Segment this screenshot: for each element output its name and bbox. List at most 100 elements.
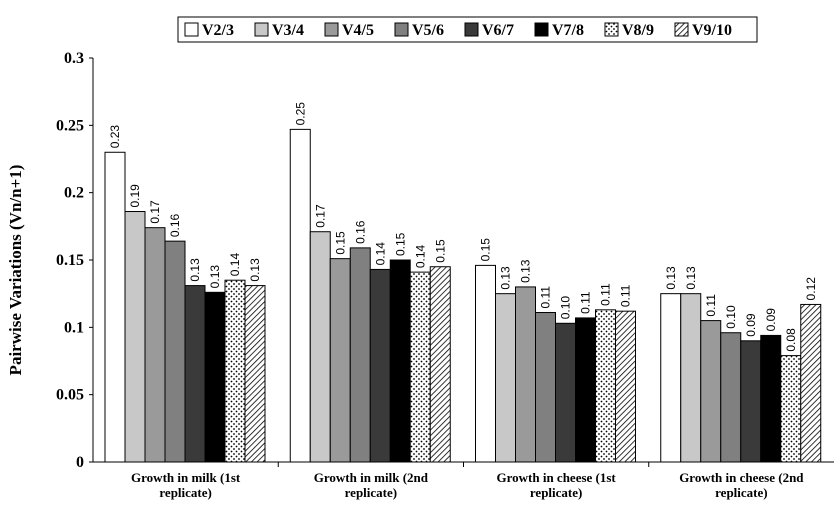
- legend-swatch: [534, 22, 549, 37]
- legend-label: V8/9: [622, 22, 654, 39]
- data-label: 0.13: [208, 265, 222, 289]
- x-tick-label: replicate): [159, 485, 211, 500]
- bar-V2-3-4: [660, 293, 682, 463]
- data-label: 0.15: [433, 239, 447, 263]
- data-label: 0.13: [519, 259, 533, 283]
- legend-label: V5/6: [412, 22, 444, 39]
- bar-V8-9-2: [409, 271, 431, 463]
- data-label: 0.11: [619, 284, 633, 307]
- data-label: 0.15: [333, 231, 347, 255]
- bar-V4-5-4: [700, 320, 722, 463]
- data-label: 0.25: [293, 102, 307, 126]
- bar-V7-8-3: [575, 317, 596, 463]
- bar-V6-7-4: [740, 340, 762, 463]
- bar-V4-5-1: [144, 227, 166, 463]
- data-label: 0.15: [393, 232, 407, 256]
- data-label: 0.09: [744, 313, 758, 337]
- legend-label: V6/7: [482, 22, 514, 39]
- data-label: 0.08: [784, 328, 798, 352]
- data-label: 0.10: [559, 296, 573, 320]
- y-tick-label: 0.3: [64, 50, 84, 67]
- data-label: 0.11: [539, 286, 553, 309]
- bar-V6-7-2: [369, 268, 391, 463]
- bar-V6-7-1: [184, 285, 206, 463]
- legend-swatch: [674, 22, 689, 37]
- bar-V7-8-1: [204, 291, 226, 463]
- legend-swatch: [254, 22, 269, 37]
- bar-V3-4-2: [309, 231, 331, 463]
- bar-V9-10-4: [800, 303, 822, 463]
- bar-V5-6-4: [720, 332, 742, 463]
- x-tick-label: replicate): [715, 485, 767, 500]
- data-label: 0.14: [413, 244, 427, 268]
- bar-V5-6-3: [535, 312, 556, 463]
- bars-group: 0.23 0.19 0.17 0.16 0.13 0.13 0.14 0.13 0.25 0.17…: [104, 102, 822, 463]
- data-label: 0.17: [148, 200, 162, 224]
- y-axis: 0 0.05 0.1 0.15 0.2 0.25 0.3: [56, 50, 94, 471]
- data-label: 0.11: [579, 291, 593, 314]
- data-label: 0.15: [479, 238, 493, 262]
- y-tick-label: 0.2: [64, 185, 84, 202]
- bar-V9-10-3: [615, 310, 636, 463]
- data-label: 0.13: [499, 266, 513, 290]
- y-tick-label: 0.05: [56, 387, 84, 404]
- y-axis-label: Pairwise Variations (Vn/n+1): [6, 165, 25, 376]
- legend-swatch: [394, 22, 409, 37]
- data-label: 0.16: [168, 213, 182, 237]
- y-tick-label: 0.1: [64, 319, 84, 336]
- x-tick-label: replicate): [530, 485, 582, 500]
- data-label: 0.13: [684, 266, 698, 290]
- legend-label: V7/8: [552, 22, 584, 39]
- bar-V8-9-4: [780, 355, 802, 463]
- bar-V2-3-1: [104, 151, 126, 463]
- legend-label: V4/5: [342, 22, 374, 39]
- bar-V8-9-3: [595, 309, 616, 463]
- legend: V2/3 V3/4 V4/5 V5/6 V6/7 V7/8 V8/9 V9/10: [177, 16, 758, 43]
- data-label: 0.11: [704, 294, 718, 317]
- y-tick-label: 0.25: [56, 117, 84, 134]
- data-label: 0.12: [804, 277, 818, 301]
- data-label: 0.17: [313, 204, 327, 228]
- bar-V3-4-3: [495, 293, 516, 463]
- data-label: 0.13: [248, 258, 262, 282]
- y-tick-label: 0.15: [56, 252, 84, 269]
- legend-swatch: [604, 22, 619, 37]
- bar-V5-6-2: [349, 247, 371, 463]
- x-tick-label: Growth in milk (2nd: [314, 470, 429, 485]
- x-tick-label: replicate): [345, 485, 397, 500]
- legend-swatch: [464, 22, 479, 37]
- bar-V8-9-1: [224, 279, 246, 463]
- legend-label: V2/3: [202, 22, 234, 39]
- bar-V4-5-2: [329, 258, 351, 463]
- bar-V7-8-4: [760, 334, 782, 463]
- bar-V5-6-1: [164, 240, 186, 463]
- data-label: 0.09: [764, 308, 778, 332]
- bar-V2-3-2: [289, 128, 311, 463]
- data-label: 0.14: [228, 253, 242, 277]
- bar-V6-7-3: [555, 322, 576, 463]
- bar-V3-4-1: [124, 211, 146, 463]
- x-tick-label: Growth in cheese (1st: [496, 470, 616, 485]
- bar-V3-4-4: [680, 293, 702, 463]
- data-label: 0.10: [724, 305, 738, 329]
- x-tick-label: Growth in cheese (2nd: [679, 470, 804, 485]
- data-label: 0.13: [188, 258, 202, 282]
- data-label: 0.11: [599, 283, 613, 306]
- legend-label: V3/4: [272, 22, 304, 39]
- data-label: 0.16: [353, 220, 367, 244]
- legend-swatch: [184, 22, 199, 37]
- data-label: 0.23: [108, 125, 122, 149]
- bar-V9-10-1: [244, 285, 266, 463]
- data-label: 0.13: [664, 266, 678, 290]
- data-label: 0.14: [373, 242, 387, 266]
- data-label: 0.19: [128, 184, 142, 208]
- legend-label: V9/10: [692, 22, 732, 39]
- y-tick-label: 0: [76, 454, 84, 471]
- bar-V4-5-3: [515, 286, 536, 463]
- bar-V7-8-2: [389, 259, 411, 463]
- bar-V2-3-3: [475, 264, 496, 463]
- legend-swatch: [324, 22, 339, 37]
- bar-V9-10-2: [429, 266, 451, 463]
